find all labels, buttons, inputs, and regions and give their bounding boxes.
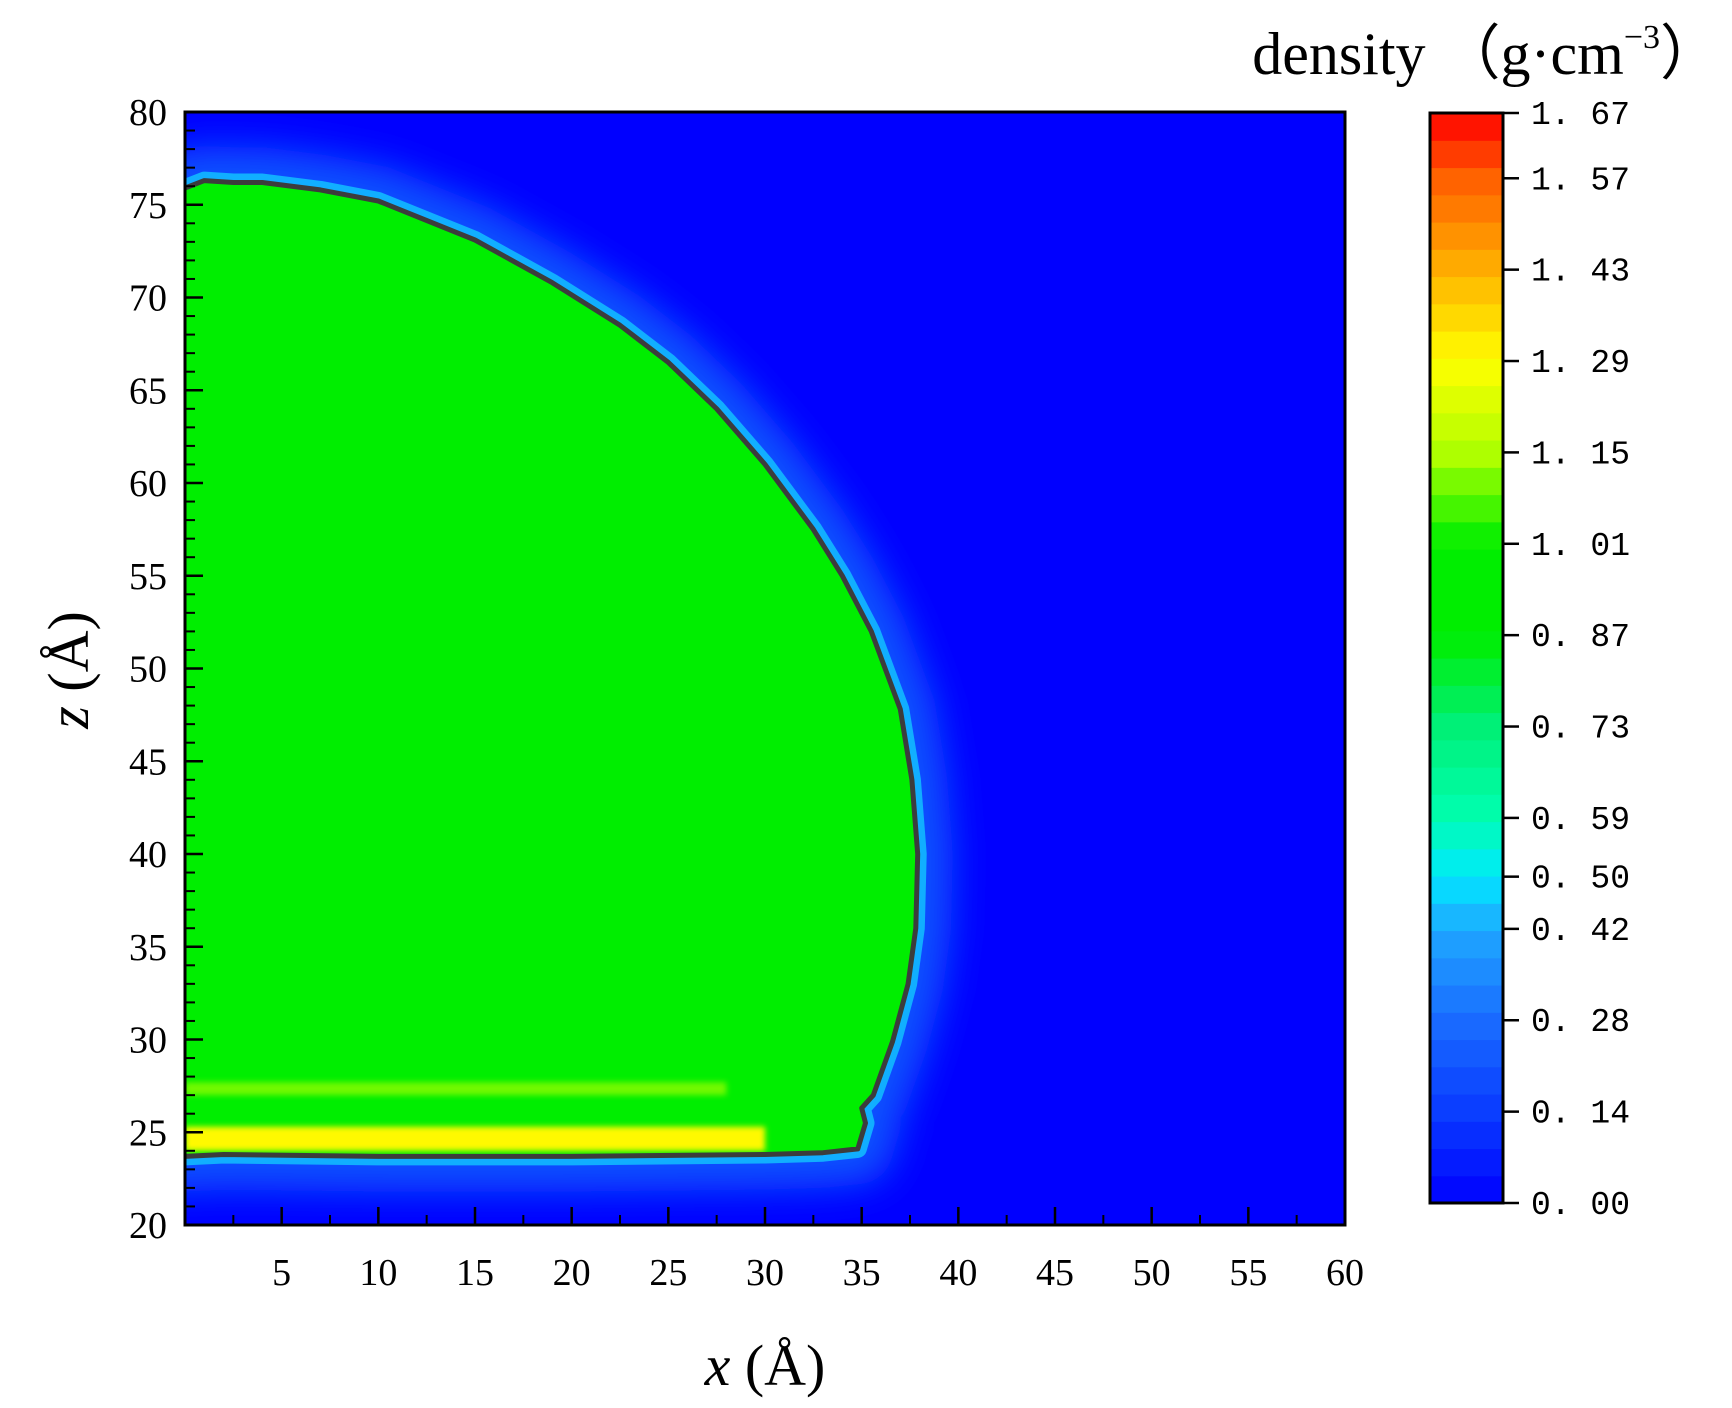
colorbar-tick-label: 0. 00 [1531,1187,1630,1224]
colorbar-band [1430,494,1503,523]
colorbar-band [1430,222,1503,250]
y-axis-ticks: 20 25 30 35 40 45 50 55 60 65 70 75 80 [129,92,203,1247]
x-axis-title: x (Å) [704,1333,826,1398]
colorbar-band [1430,1012,1503,1041]
colorbar-band [1430,739,1503,768]
colorbar-tick-label: 1. 15 [1531,436,1630,473]
colorbar-band [1430,467,1503,496]
colorbar-band [1430,876,1503,904]
colorbar-tick-label: 0. 14 [1531,1096,1630,1133]
colorbar-band [1430,358,1503,387]
droplet-contour-line [185,178,921,1159]
colorbar-band [1430,194,1503,223]
y-tick-label: 35 [129,927,167,969]
colorbar-tick-label: 0. 50 [1531,861,1630,898]
colorbar-band [1430,1148,1503,1177]
y-tick-label: 70 [129,278,167,320]
colorbar-tick-label: 0. 59 [1531,802,1630,839]
x-tick-label: 5 [272,1252,291,1294]
y-tick-label: 20 [129,1205,167,1247]
colorbar-band [1430,930,1503,959]
colorbar-band [1430,985,1503,1013]
colorbar-band [1430,957,1503,986]
plot-area [185,112,1345,1225]
colorbar-band [1430,630,1503,659]
colorbar-band [1430,767,1503,795]
droplet-fill [185,180,918,1157]
x-tick-label: 55 [1229,1252,1267,1294]
colorbar-band [1430,1066,1503,1095]
colorbar-band [1430,903,1503,932]
adsorption-layers [185,1082,765,1151]
colorbar-band [1430,1094,1503,1122]
x-tick-label: 30 [746,1252,784,1294]
colorbar: 0. 00 0. 14 0. 28 0. 42 0. 50 0. 59 0. 73 0. 87… [1428,97,1630,1224]
colorbar-tick-label: 1. 43 [1531,254,1630,291]
colorbar-band [1430,440,1503,468]
y-tick-label: 60 [129,463,167,505]
colorbar-frame [1428,111,1505,1205]
adsorption-layer-2 [185,1082,727,1096]
x-tick-label: 35 [843,1252,881,1294]
colorbar-tick-label: 0. 73 [1531,711,1630,748]
colorbar-tick-label: 1. 57 [1531,162,1630,199]
colorbar-band [1430,249,1503,278]
colorbar-band [1430,576,1503,605]
x-tick-label: 25 [649,1252,687,1294]
colorbar-bands [1430,113,1503,1204]
colorbar-tick-label: 1. 29 [1531,345,1630,382]
colorbar-band [1430,603,1503,632]
colorbar-ticks: 0. 00 0. 14 0. 28 0. 42 0. 50 0. 59 0. 73 0. 87… [1503,97,1630,1224]
y-tick-label: 75 [129,185,167,227]
y-tick-label: 80 [129,92,167,134]
colorbar-band [1430,549,1503,577]
colorbar-band [1430,685,1503,714]
colorbar-band [1430,331,1503,359]
colorbar-band [1430,1121,1503,1150]
y-tick-label: 25 [129,1112,167,1154]
x-tick-label: 40 [939,1252,977,1294]
colorbar-title: density （g·cm−3） [1252,19,1720,87]
y-axis-title: z (Å) [36,611,101,730]
colorbar-band [1430,658,1503,686]
colorbar-band [1430,303,1503,332]
colorbar-band [1430,412,1503,441]
y-tick-label: 30 [129,1020,167,1062]
colorbar-tick-label: 1. 01 [1531,528,1630,565]
x-axis-ticks: 5 10 15 20 25 30 35 40 45 50 55 60 [232,1207,1364,1294]
colorbar-band [1430,794,1503,823]
colorbar-band [1430,848,1503,877]
x-tick-label: 60 [1326,1252,1364,1294]
y-tick-label: 40 [129,834,167,876]
colorbar-band [1430,113,1503,141]
colorbar-band [1430,140,1503,169]
colorbar-band [1430,1175,1503,1204]
colorbar-band [1430,821,1503,850]
colorbar-band [1430,385,1503,414]
colorbar-tick-label: 0. 87 [1531,619,1630,656]
y-tick-label: 45 [129,741,167,783]
colorbar-tick-label: 0. 28 [1531,1004,1630,1041]
y-tick-label: 50 [129,649,167,691]
colorbar-band [1430,167,1503,196]
y-tick-label: 65 [129,370,167,412]
colorbar-band [1430,276,1503,305]
x-tick-label: 15 [456,1252,494,1294]
x-tick-label: 45 [1036,1252,1074,1294]
y-tick-label: 55 [129,556,167,598]
colorbar-tick-label: 1. 67 [1531,97,1630,134]
colorbar-band [1430,521,1503,550]
x-tick-label: 20 [553,1252,591,1294]
colorbar-tick-label: 0. 42 [1531,913,1630,950]
colorbar-band [1430,1039,1503,1068]
colorbar-band [1430,712,1503,741]
adsorption-layer-1 [185,1126,765,1151]
x-tick-label: 10 [359,1252,397,1294]
x-tick-label: 50 [1133,1252,1171,1294]
